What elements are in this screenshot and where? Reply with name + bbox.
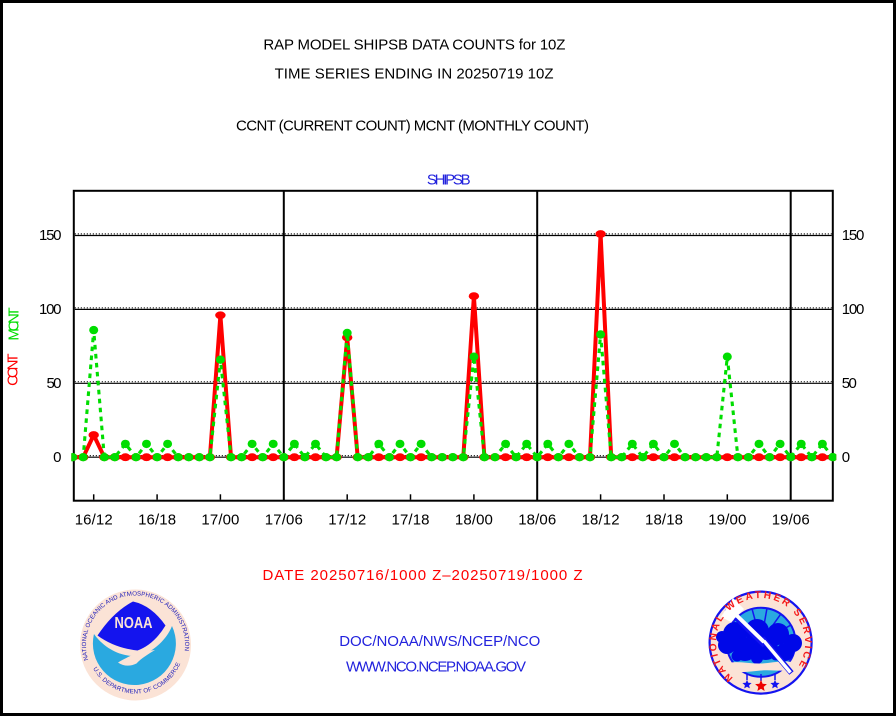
svg-text:50: 50 bbox=[842, 375, 857, 392]
svg-text:RAP MODEL SHIPSB DATA COUNTS f: RAP MODEL SHIPSB DATA COUNTS for 10Z bbox=[263, 37, 565, 54]
svg-text:17/06: 17/06 bbox=[265, 512, 303, 529]
svg-text:18/18: 18/18 bbox=[645, 512, 683, 529]
svg-text:0: 0 bbox=[53, 449, 61, 466]
svg-text:17/18: 17/18 bbox=[392, 512, 430, 529]
svg-text:100: 100 bbox=[39, 301, 62, 318]
svg-text:CCNT (CURRENT COUNT) MCNT (MON: CCNT (CURRENT COUNT) MCNT (MONTHLY COUNT… bbox=[236, 118, 589, 135]
svg-text:WWW.NCO.NCEP.NOAA.GOV: WWW.NCO.NCEP.NOAA.GOV bbox=[346, 659, 526, 676]
svg-text:NOAA: NOAA bbox=[115, 615, 153, 632]
svg-text:MCNT: MCNT bbox=[6, 307, 23, 340]
svg-text:18/06: 18/06 bbox=[518, 512, 556, 529]
svg-text:17/00: 17/00 bbox=[201, 512, 239, 529]
svg-text:0: 0 bbox=[842, 449, 850, 466]
svg-text:150: 150 bbox=[39, 227, 62, 244]
svg-text:50: 50 bbox=[47, 375, 62, 392]
svg-text:DATE 20250716/1000 Z–20250719/: DATE 20250716/1000 Z–20250719/1000 Z bbox=[263, 567, 583, 584]
svg-text:19/00: 19/00 bbox=[708, 512, 746, 529]
svg-text:CCNT: CCNT bbox=[5, 354, 22, 386]
svg-text:18/12: 18/12 bbox=[582, 512, 620, 529]
svg-text:150: 150 bbox=[842, 227, 865, 244]
svg-text:SHIPSB: SHIPSB bbox=[427, 171, 471, 188]
svg-text:19/06: 19/06 bbox=[772, 512, 810, 529]
svg-text:16/18: 16/18 bbox=[138, 512, 176, 529]
svg-text:17/12: 17/12 bbox=[328, 512, 366, 529]
svg-text:TIME SERIES ENDING IN 20250719: TIME SERIES ENDING IN 20250719 10Z bbox=[275, 66, 554, 83]
svg-text:100: 100 bbox=[842, 301, 865, 318]
svg-text:DOC/NOAA/NWS/NCEP/NCO: DOC/NOAA/NWS/NCEP/NCO bbox=[339, 633, 540, 650]
svg-text:18/00: 18/00 bbox=[455, 512, 493, 529]
svg-text:16/12: 16/12 bbox=[75, 512, 113, 529]
